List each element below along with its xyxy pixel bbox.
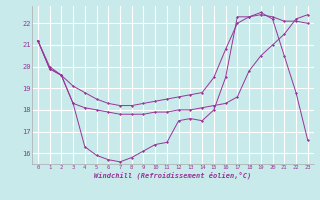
X-axis label: Windchill (Refroidissement éolien,°C): Windchill (Refroidissement éolien,°C) <box>94 172 252 179</box>
